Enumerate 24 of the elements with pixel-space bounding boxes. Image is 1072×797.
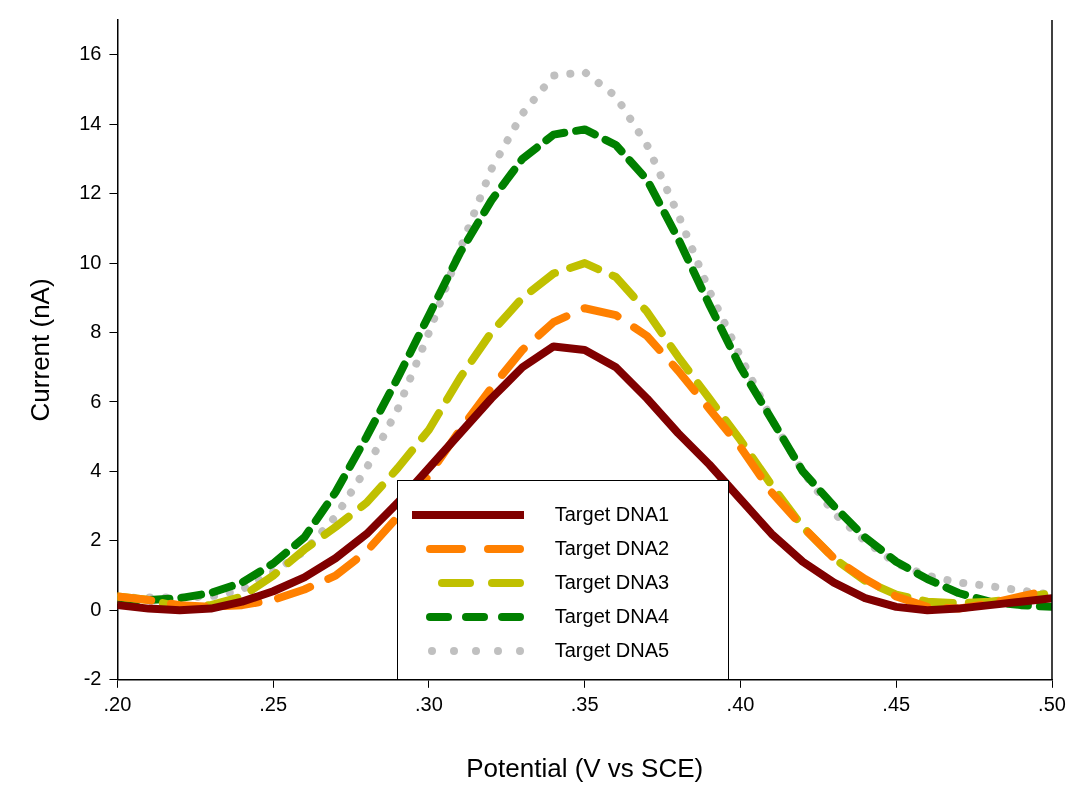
y-tick-label: 16 [79, 42, 102, 65]
y-axis-title: Current (nA) [24, 278, 55, 422]
x-tick-label: .25 [259, 693, 288, 716]
x-tick-label: .45 [882, 693, 911, 716]
x-tick-label: .50 [1038, 693, 1066, 716]
y-tick-label: 8 [90, 320, 102, 343]
legend-label: Target DNA2 [554, 536, 670, 560]
x-axis-title: Potential (V vs SCE) [466, 752, 704, 783]
y-tick-label: 4 [90, 458, 102, 481]
y-tick-label: 14 [79, 111, 102, 134]
x-tick-label: .30 [415, 693, 443, 716]
y-tick-label: 10 [79, 250, 102, 273]
x-tick-label: .35 [570, 693, 599, 716]
y-tick-label: 0 [90, 597, 102, 620]
legend-label: Target DNA3 [554, 570, 670, 594]
y-tick-label: 6 [90, 389, 102, 412]
legend-label: Target DNA4 [554, 604, 670, 628]
legend-label: Target DNA5 [554, 638, 670, 662]
y-tick-label: -2 [83, 667, 102, 690]
y-tick-label: 12 [79, 181, 102, 204]
x-tick-label: .20 [103, 693, 132, 716]
legend-label: Target DNA1 [554, 502, 670, 526]
y-tick-label: 2 [90, 528, 102, 551]
x-tick-label: .40 [726, 693, 755, 716]
